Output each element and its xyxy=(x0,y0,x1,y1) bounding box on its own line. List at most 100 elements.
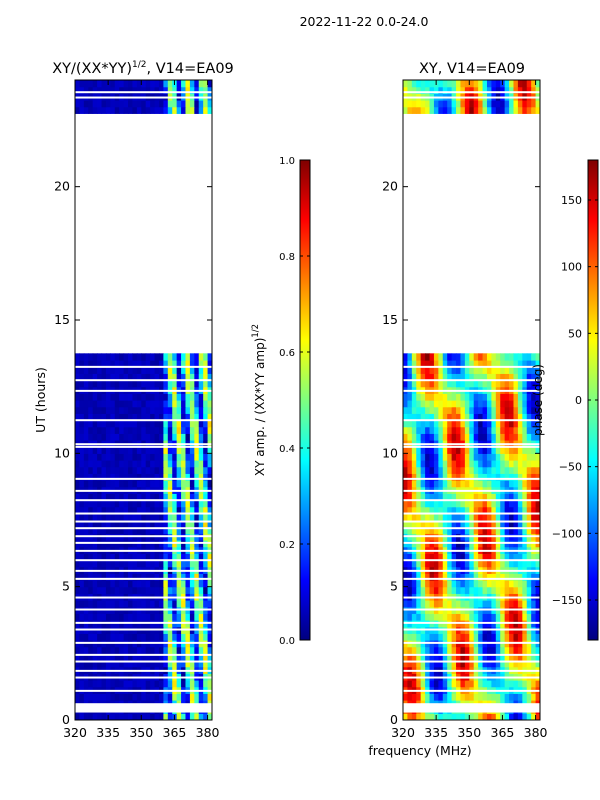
phase-cell xyxy=(491,513,497,521)
phase-cell xyxy=(433,413,439,421)
amp-cell xyxy=(101,513,107,521)
amp-flag-row xyxy=(75,653,212,656)
amp-cell xyxy=(176,560,182,568)
amp-cell xyxy=(136,100,142,108)
amp-cell xyxy=(119,480,125,488)
phase-cell xyxy=(486,400,492,408)
amp-cell xyxy=(150,500,156,508)
amp-cell xyxy=(97,613,103,621)
amp-cell xyxy=(114,586,120,594)
phase-cell xyxy=(473,493,479,501)
amp-cell xyxy=(150,406,156,414)
amp-xtick-label-335: 335 xyxy=(96,725,120,740)
phase-cell xyxy=(482,713,488,720)
amp-cell xyxy=(154,713,160,720)
amp-cell xyxy=(172,680,178,688)
phase-cell xyxy=(478,420,484,428)
phase-cell xyxy=(447,660,453,668)
amp-cell xyxy=(123,520,129,528)
phase-cell xyxy=(460,573,466,581)
phase-cell xyxy=(442,586,448,594)
phase-cell xyxy=(451,693,457,701)
phase-cell xyxy=(425,426,431,434)
amp-cell xyxy=(172,86,178,94)
phase-cell xyxy=(416,573,422,581)
amp-cell xyxy=(207,466,212,474)
amp-cell xyxy=(83,573,89,581)
phase-cell xyxy=(495,580,501,588)
amp-cell xyxy=(119,526,125,534)
amp-cell xyxy=(154,446,160,454)
phase-cell xyxy=(456,660,462,668)
amp-cell xyxy=(119,100,125,108)
amp-cell xyxy=(79,366,85,374)
amp-panel-title: XY/(XX*YY)1/2, V14=EA09 xyxy=(52,60,234,77)
phase-cell xyxy=(433,500,439,508)
amp-flag-row xyxy=(75,389,212,392)
amp-cell xyxy=(176,600,182,608)
amp-cell xyxy=(132,460,138,468)
amp-cell xyxy=(150,400,156,408)
phase-cell xyxy=(504,520,510,528)
amp-cell xyxy=(83,366,89,374)
phase-cell xyxy=(403,366,409,374)
phase-cell xyxy=(420,466,426,474)
amp-cell xyxy=(132,353,138,361)
amp-cell xyxy=(176,353,182,361)
amp-cell xyxy=(79,406,85,414)
amp-cell xyxy=(75,633,81,641)
phase-cell xyxy=(464,506,470,514)
amp-cell xyxy=(145,460,151,468)
amp-cell xyxy=(119,106,125,114)
amp-cell xyxy=(132,473,138,481)
phase-flag-row xyxy=(403,653,540,656)
phase-cell xyxy=(486,600,492,608)
amp-cell xyxy=(114,580,120,588)
amp-cell xyxy=(154,506,160,514)
phase-cell xyxy=(416,473,422,481)
phase-cell xyxy=(535,426,540,434)
amp-cell xyxy=(101,400,107,408)
phase-cell xyxy=(407,680,413,688)
phase-cell xyxy=(522,446,528,454)
phase-cell xyxy=(509,580,515,588)
amp-cell xyxy=(110,366,116,374)
phase-cell xyxy=(478,480,484,488)
amp-ylabel: UT (hours) xyxy=(33,367,48,433)
phase-cell xyxy=(407,713,413,720)
phase-cell xyxy=(433,426,439,434)
phase-cell xyxy=(491,400,497,408)
phase-cell xyxy=(495,500,501,508)
amp-cell xyxy=(150,86,156,94)
amp-cell xyxy=(128,586,134,594)
amp-cell xyxy=(132,100,138,108)
amp-cell xyxy=(181,646,187,654)
phase-cell xyxy=(478,453,484,461)
phase-cell xyxy=(531,613,537,621)
phase-cell xyxy=(425,400,431,408)
phase-cell xyxy=(411,433,417,441)
amp-cell xyxy=(97,360,103,368)
amp-cell xyxy=(172,553,178,561)
amp-cell xyxy=(114,613,120,621)
amp-cell xyxy=(110,500,116,508)
amp-cell xyxy=(154,573,160,581)
amp-cell xyxy=(158,473,164,481)
amp-cell xyxy=(141,573,147,581)
phase-cell xyxy=(416,600,422,608)
phase-cell xyxy=(509,586,515,594)
amp-cell xyxy=(145,86,151,94)
amp-cell xyxy=(128,560,134,568)
phase-cell xyxy=(469,426,475,434)
phase-cell xyxy=(403,360,409,368)
amp-cell xyxy=(163,480,169,488)
phase-cell xyxy=(504,526,510,534)
amp-cell xyxy=(110,560,116,568)
amp-cell xyxy=(141,380,147,388)
amp-cell xyxy=(114,86,120,94)
phase-cell xyxy=(460,493,466,501)
phase-cell xyxy=(526,466,532,474)
amp-cell xyxy=(110,653,116,661)
phase-cell xyxy=(469,460,475,468)
phase-cell xyxy=(473,400,479,408)
